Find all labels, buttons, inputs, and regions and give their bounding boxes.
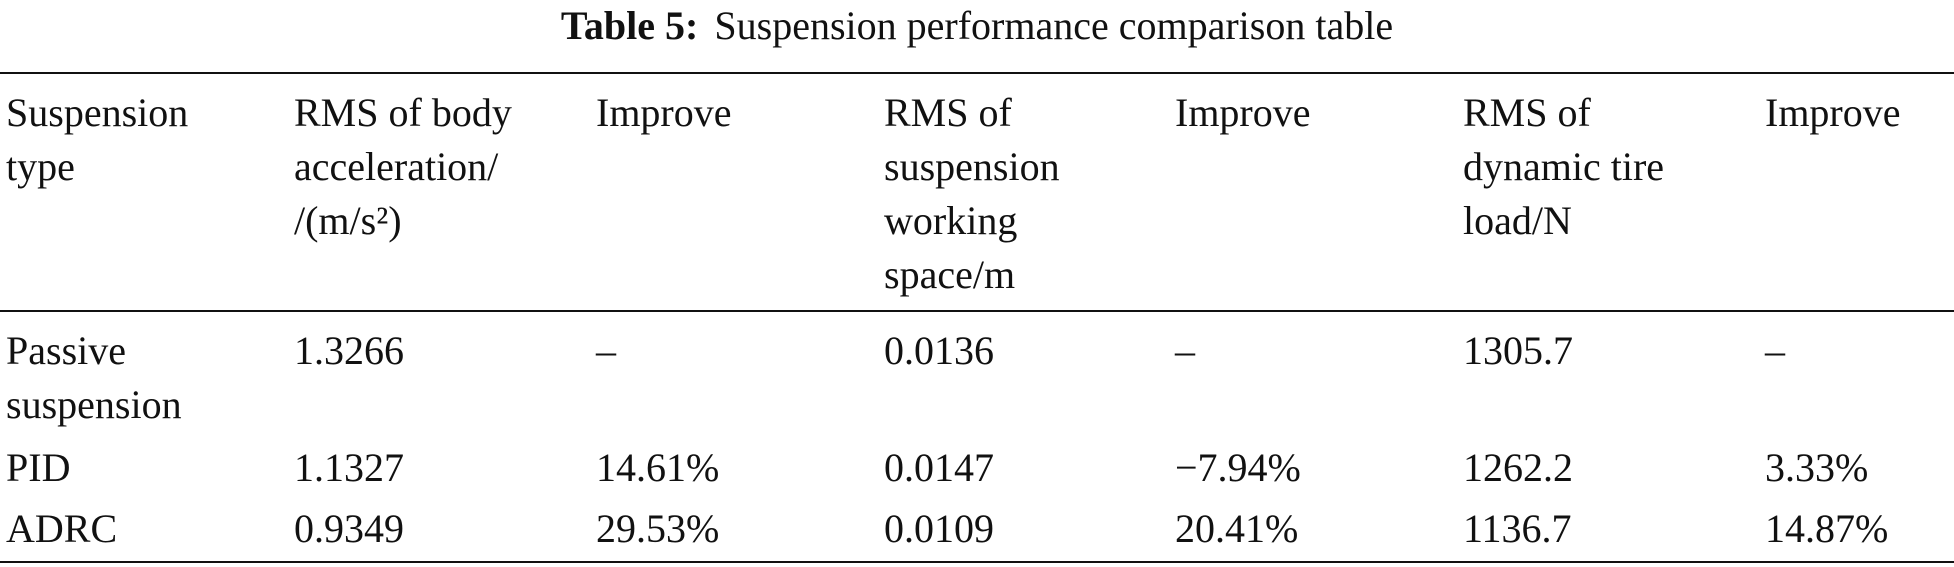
header-rms-suspension-working-space: RMS of suspension working space/m [884, 86, 1060, 302]
header-line: Improve [1765, 90, 1901, 135]
table-cell: 1.1327 [294, 445, 404, 490]
header-line: space/m [884, 252, 1016, 297]
table-cell: – [1765, 328, 1785, 373]
cell-line: Passive [6, 328, 126, 373]
header-improve: Improve [1175, 86, 1311, 140]
header-line: Improve [596, 90, 732, 135]
table-cell: 20.41% [1175, 506, 1299, 551]
header-line: type [6, 144, 75, 189]
header-improve: Improve [1765, 86, 1901, 140]
table-caption: Table 5: Suspension performance compariso… [0, 0, 1954, 52]
row-type-pid: PID [6, 441, 70, 495]
cell-line: ADRC [6, 506, 118, 551]
table-cell: 14.61% [596, 445, 720, 490]
header-line: working [884, 198, 1018, 243]
table-cell: 14.87% [1765, 506, 1889, 551]
header-line: RMS of body [294, 90, 512, 135]
table-cell: 0.0109 [884, 506, 994, 551]
table-cell: 0.9349 [294, 506, 404, 551]
top-rule [0, 72, 1954, 74]
header-suspension-type: Suspension type [6, 86, 188, 194]
row-type-adrc: ADRC [6, 502, 117, 556]
table-cell: – [596, 328, 616, 373]
table-cell: −7.94% [1175, 445, 1301, 490]
table-cell: 0.0147 [884, 445, 994, 490]
header-line: dynamic tire [1463, 144, 1665, 189]
cell-line: PID [6, 445, 71, 490]
header-line: acceleration/ [294, 144, 499, 189]
table-cell: 1136.7 [1463, 506, 1572, 551]
header-rule [0, 310, 1954, 312]
table-cell: 29.53% [596, 506, 720, 551]
header-improve: Improve [596, 86, 732, 140]
row-type-passive: Passive suspension [6, 324, 182, 432]
table-title: Suspension performance comparison table [714, 3, 1394, 48]
header-line: suspension [884, 144, 1060, 189]
header-line: RMS of [1463, 90, 1591, 135]
header-line: load/N [1463, 198, 1572, 243]
header-rms-body-acceleration: RMS of body acceleration/ /(m/s²) [294, 86, 512, 248]
table-cell: 3.33% [1765, 445, 1869, 490]
header-line: Improve [1175, 90, 1311, 135]
table-cell: 1.3266 [294, 328, 404, 373]
header-rms-dynamic-tire-load: RMS of dynamic tire load/N [1463, 86, 1664, 248]
table-cell: 1305.7 [1463, 328, 1573, 373]
cell-line: suspension [6, 382, 182, 427]
table-number: Table 5: [560, 3, 699, 48]
header-line: Suspension [6, 90, 189, 135]
table-cell: 0.0136 [884, 328, 994, 373]
table-cell: 1262.2 [1463, 445, 1573, 490]
bottom-rule [0, 561, 1954, 563]
table-cell: – [1175, 328, 1195, 373]
header-line: /(m/s²) [294, 198, 402, 243]
header-line: RMS of [884, 90, 1012, 135]
